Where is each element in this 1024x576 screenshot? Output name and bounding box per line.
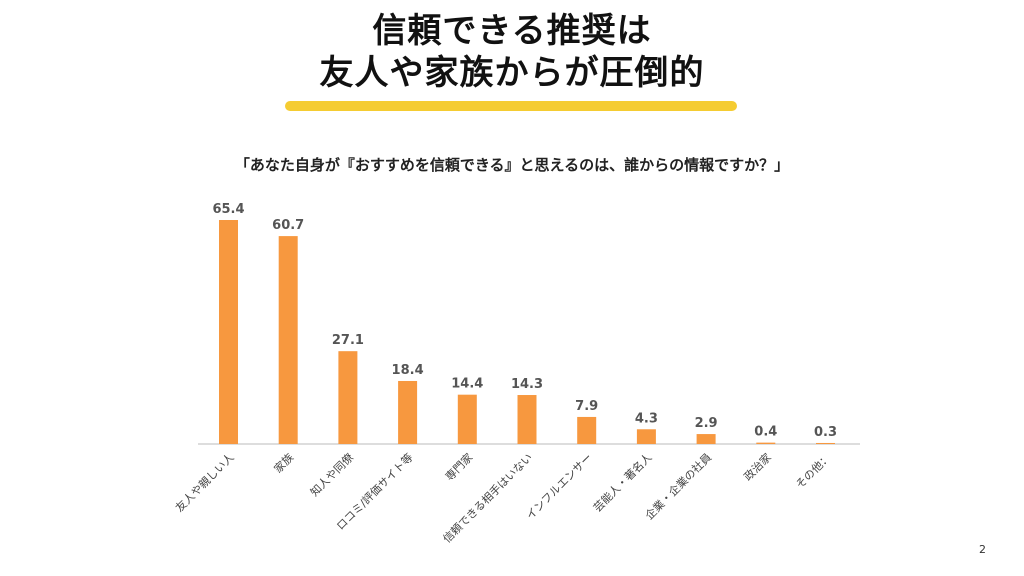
bar-0: [219, 220, 238, 444]
survey-question: 「あなた自身が『おすすめを信頼できる』と思えるのは、誰からの情報ですか？」: [234, 156, 790, 174]
title-block: 信頼できる推奨は 友人や家族からが圧倒的: [0, 10, 1024, 94]
category-label-7: 芸能人・著名人: [590, 450, 654, 514]
title-underline: [285, 101, 737, 111]
bar-7: [636, 429, 656, 444]
category-label-9: 政治家: [741, 450, 774, 483]
value-label-5: 14.3: [511, 377, 543, 392]
value-label-9: 0.4: [754, 425, 777, 440]
category-label-4: 専門家: [442, 450, 475, 483]
bar-2: [338, 351, 358, 444]
value-label-2: 27.1: [332, 333, 364, 348]
bar-4: [457, 394, 477, 444]
value-label-3: 18.4: [392, 363, 424, 378]
category-label-2: 知人や同僚: [307, 450, 356, 499]
value-label-1: 60.7: [272, 218, 304, 233]
bar-3: [398, 380, 418, 444]
bar-6: [577, 416, 597, 444]
bar-9: [756, 442, 776, 444]
category-label-0: 友人や親しい人: [172, 450, 236, 514]
value-label-4: 14.4: [451, 377, 483, 392]
value-label-7: 4.3: [635, 411, 658, 426]
bar-5: [517, 395, 537, 444]
page-number: 2: [979, 543, 986, 556]
category-label-10: その他：: [793, 451, 833, 491]
title-line-2: 友人や家族からが圧倒的: [319, 53, 705, 93]
title-line-1: 信頼できる推奨は: [372, 11, 652, 51]
bar-8: [696, 434, 716, 444]
bar-10: [816, 442, 835, 444]
value-label-0: 65.4: [212, 202, 244, 217]
value-label-8: 2.9: [695, 416, 718, 431]
bar-1: [278, 236, 298, 444]
value-label-6: 7.9: [575, 399, 598, 414]
value-label-10: 0.3: [814, 425, 837, 440]
category-label-1: 家族: [271, 450, 296, 475]
category-label-6: インフルエンサー: [524, 451, 595, 522]
